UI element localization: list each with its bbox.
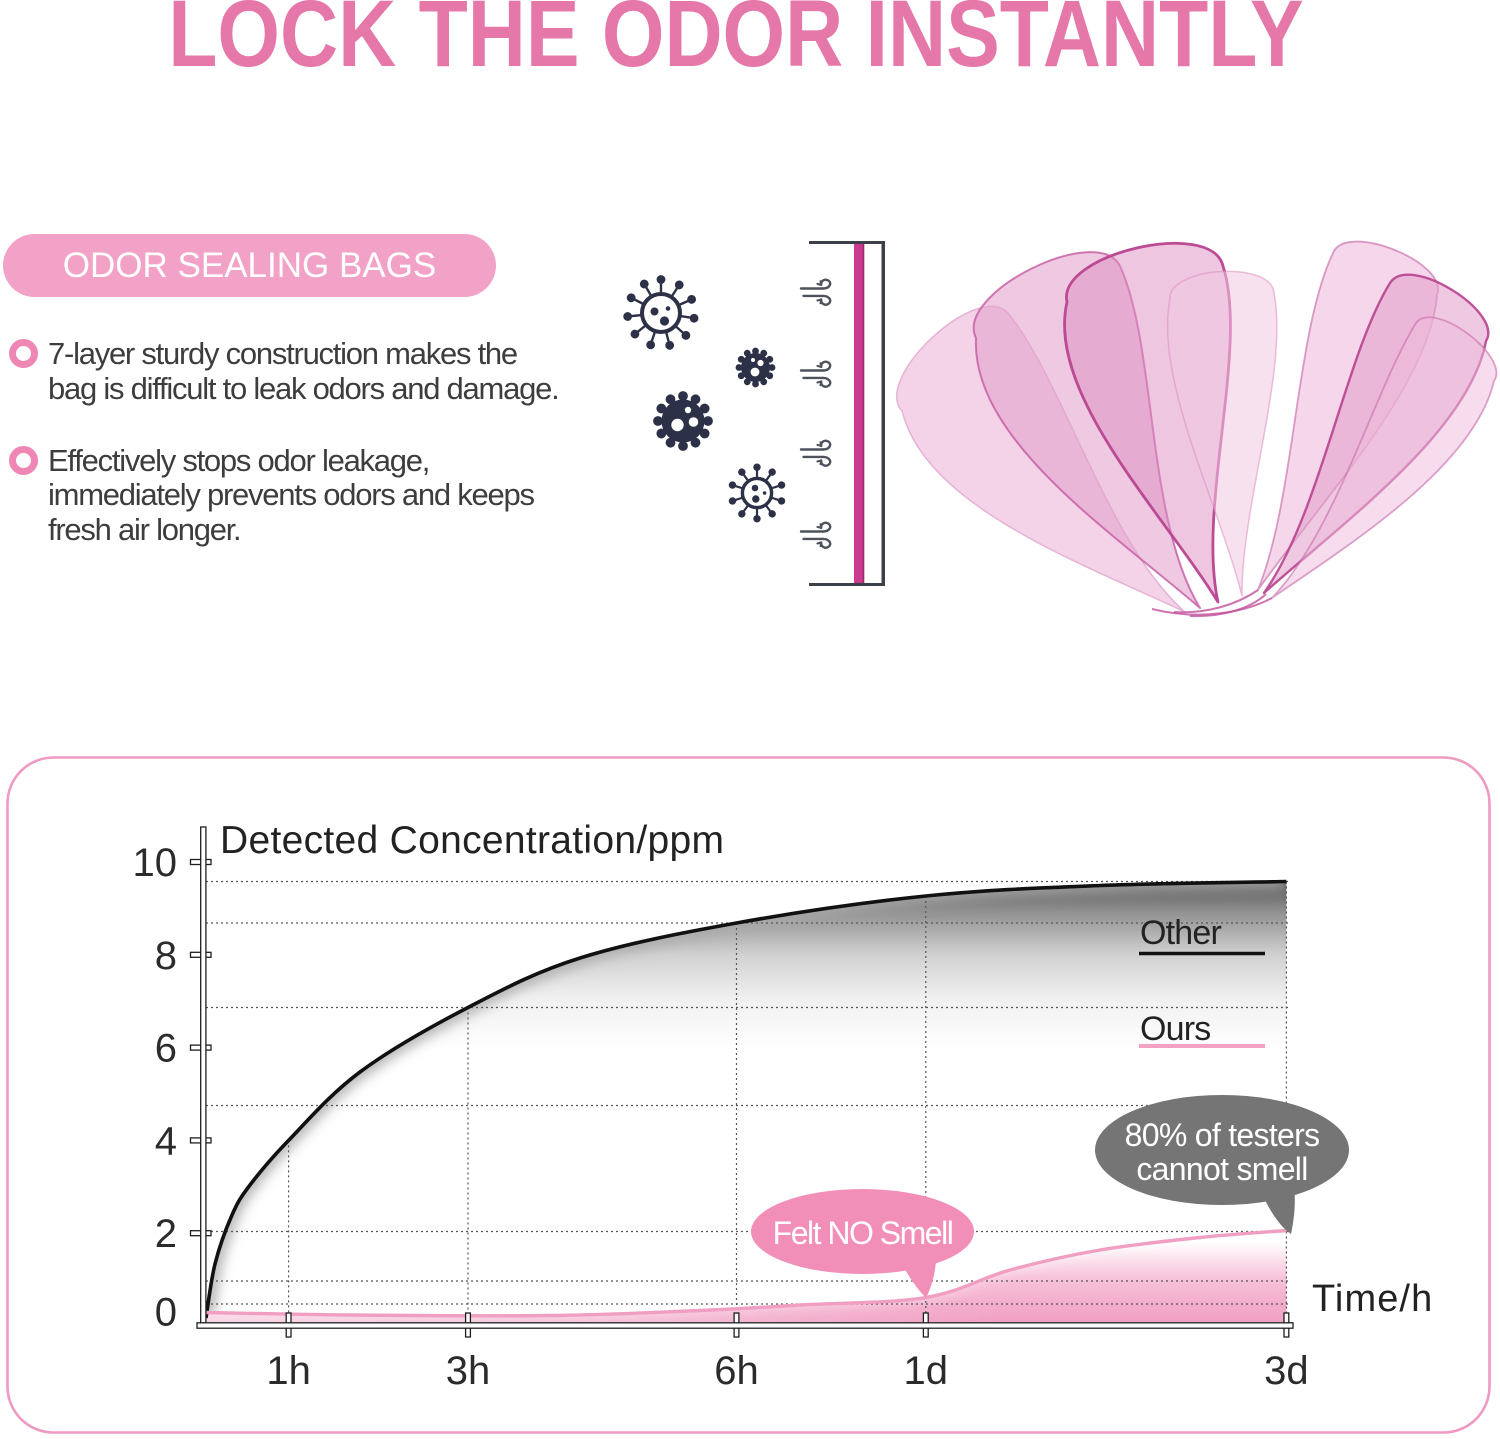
svg-text:8: 8 <box>155 934 177 978</box>
svg-text:80% of testers: 80% of testers <box>1125 1117 1320 1153</box>
svg-text:1d: 1d <box>904 1349 949 1393</box>
svg-text:3h: 3h <box>446 1349 491 1393</box>
svg-text:Time/h: Time/h <box>1312 1278 1433 1320</box>
svg-text:0: 0 <box>155 1291 177 1335</box>
svg-text:cannot smell: cannot smell <box>1136 1151 1307 1187</box>
svg-text:6: 6 <box>155 1027 177 1071</box>
svg-text:Felt NO Smell: Felt NO Smell <box>773 1215 953 1251</box>
svg-text:10: 10 <box>133 841 178 885</box>
svg-text:Other: Other <box>1140 914 1222 952</box>
svg-text:4: 4 <box>155 1119 177 1163</box>
svg-text:Detected Concentration/ppm: Detected Concentration/ppm <box>220 819 724 862</box>
svg-text:1h: 1h <box>266 1349 311 1393</box>
svg-text:3d: 3d <box>1264 1349 1309 1393</box>
svg-text:2: 2 <box>155 1212 177 1256</box>
svg-text:6h: 6h <box>714 1349 759 1393</box>
svg-text:Ours: Ours <box>1140 1010 1210 1048</box>
